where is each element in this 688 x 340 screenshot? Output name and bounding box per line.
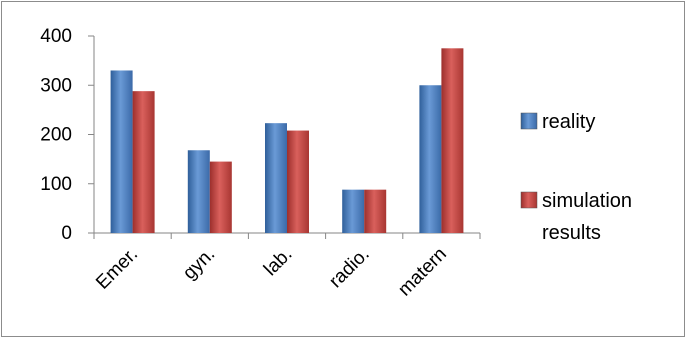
legend-swatch-reality xyxy=(520,112,538,130)
y-tick-label: 100 xyxy=(40,174,72,195)
bars xyxy=(110,48,464,233)
bar-reality-matern xyxy=(419,85,442,233)
axis-labels: 0 100 200 300 400 Emer. gyn. lab. radio. matern xyxy=(40,26,451,300)
legend-label: results xyxy=(542,222,601,244)
x-category-label: matern xyxy=(394,244,451,301)
legend-label: reality xyxy=(542,111,595,133)
bar-reality-lab xyxy=(265,123,287,233)
x-category-label: radio. xyxy=(325,244,373,292)
x-category-label: gyn. xyxy=(179,244,219,284)
x-category-label: lab. xyxy=(260,244,297,281)
bar-simulation-results-emer xyxy=(132,91,155,233)
legend-swatch-simulation-results xyxy=(520,191,538,209)
bar-simulation-results-matern xyxy=(441,48,464,233)
legend: reality simulation results xyxy=(520,111,632,244)
bar-reality-gyn xyxy=(187,150,210,233)
bar-reality-emer xyxy=(110,70,133,233)
y-tick-label: 300 xyxy=(40,75,72,96)
bar-simulation-results-gyn xyxy=(209,161,232,233)
y-tick-label: 0 xyxy=(61,223,72,244)
y-tick-label: 400 xyxy=(40,26,72,47)
bar-simulation-results-radio xyxy=(364,189,387,233)
bar-simulation-results-lab xyxy=(287,130,309,233)
y-tick-label: 200 xyxy=(40,125,72,146)
bar-reality-radio xyxy=(342,189,365,233)
legend-label: simulation xyxy=(542,190,632,212)
x-category-label: Emer. xyxy=(92,244,142,294)
